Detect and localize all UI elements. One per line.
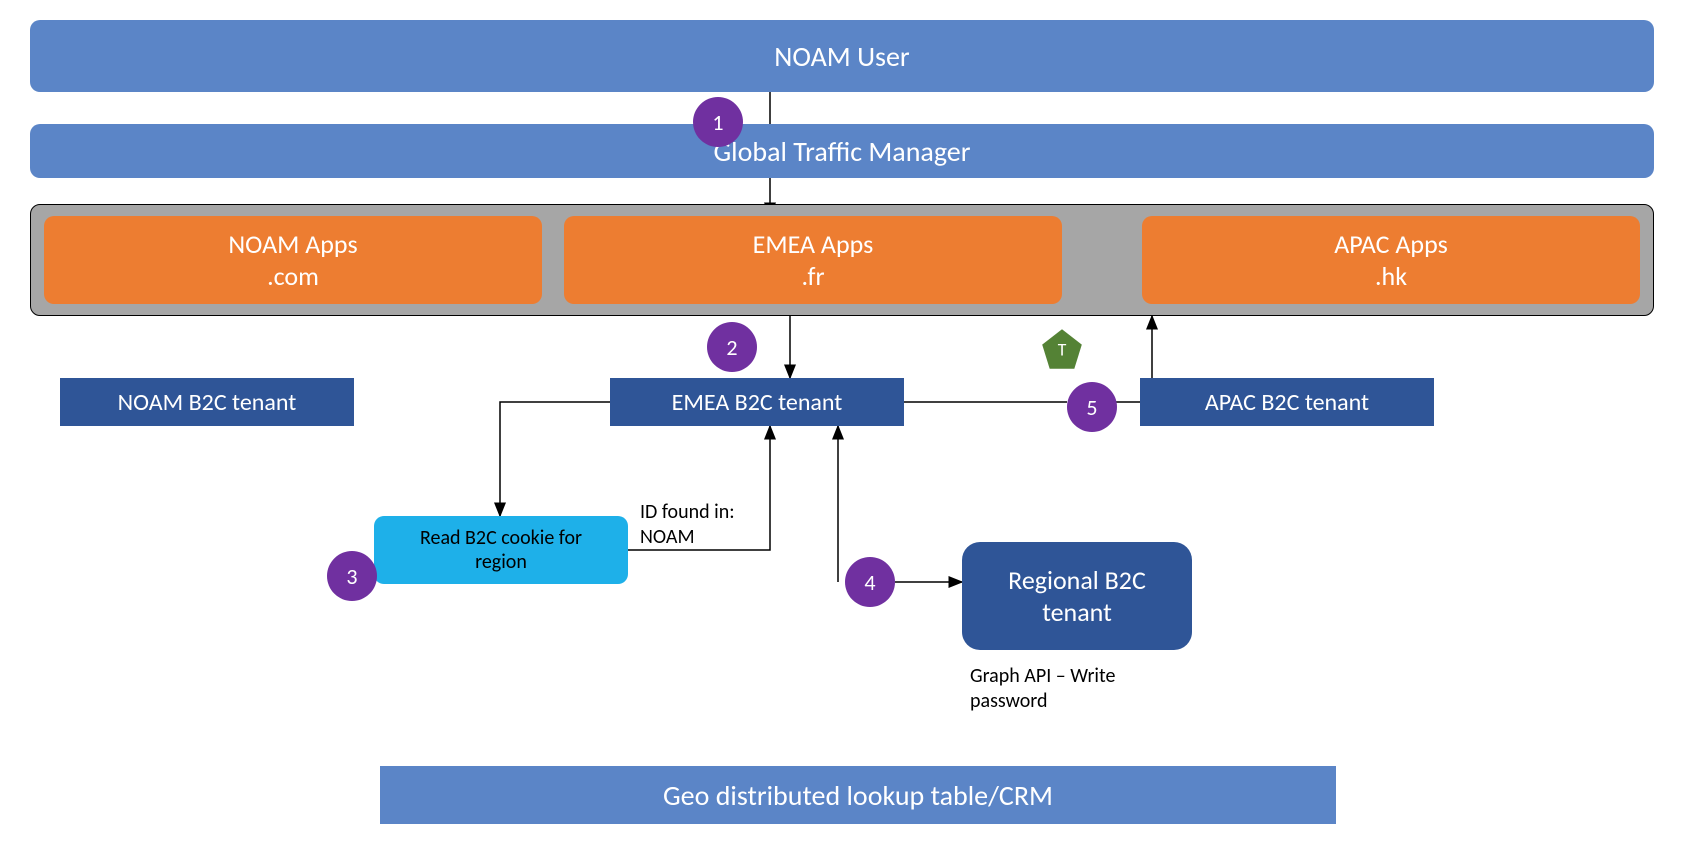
geo-lookup-box: Geo distributed lookup table/CRM [380, 766, 1336, 824]
gtm-box: Global Traffic Manager [30, 124, 1654, 178]
badge-2: 2 [707, 322, 757, 372]
badge-3: 3 [327, 551, 377, 601]
emea-tenant-box: EMEA B2C tenant [610, 378, 904, 426]
regional-tenant-box: Regional B2C tenant [962, 542, 1192, 650]
graph-api-annotation: Graph API – Write password [970, 664, 1115, 714]
cookie-box: Read B2C cookie for region [374, 516, 628, 584]
apac-tenant-label: APAC B2C tenant [1205, 388, 1369, 417]
emea-tenant-label: EMEA B2C tenant [672, 388, 843, 417]
noam-user-box: NOAM User [30, 20, 1654, 92]
regional-tenant-line1: Regional B2C [1008, 564, 1146, 596]
regional-tenant-line2: tenant [1008, 596, 1146, 628]
noam-apps-line1: NOAM Apps [228, 228, 357, 260]
badge-1: 1 [693, 97, 743, 147]
gtm-label: Global Traffic Manager [714, 134, 971, 169]
id-found-annotation: ID found in: NOAM [640, 500, 735, 550]
id-found-line2: NOAM [640, 525, 735, 550]
apac-apps-line1: APAC Apps [1334, 228, 1448, 260]
emea-tenant-to-cookie [500, 402, 610, 516]
emea-apps-line2: .fr [753, 260, 874, 292]
cookie-line2: region [420, 550, 582, 574]
graph-api-line1: Graph API – Write [970, 664, 1115, 689]
graph-api-line2: password [970, 689, 1115, 714]
cookie-line1: Read B2C cookie for [420, 526, 582, 550]
noam-tenant-label: NOAM B2C tenant [118, 388, 297, 417]
pentagon-t: T [1040, 327, 1084, 371]
noam-apps-line2: .com [228, 260, 357, 292]
apac-apps-box: APAC Apps .hk [1142, 216, 1640, 304]
noam-apps-box: NOAM Apps .com [44, 216, 542, 304]
noam-user-label: NOAM User [774, 39, 909, 74]
badge-5: 5 [1067, 382, 1117, 432]
svg-text:T: T [1058, 339, 1067, 361]
badge-4: 4 [845, 557, 895, 607]
noam-tenant-box: NOAM B2C tenant [60, 378, 354, 426]
id-found-line1: ID found in: [640, 500, 735, 525]
emea-apps-line1: EMEA Apps [753, 228, 874, 260]
apac-tenant-box: APAC B2C tenant [1140, 378, 1434, 426]
geo-lookup-label: Geo distributed lookup table/CRM [663, 778, 1053, 813]
apac-apps-line2: .hk [1334, 260, 1448, 292]
emea-apps-box: EMEA Apps .fr [564, 216, 1062, 304]
